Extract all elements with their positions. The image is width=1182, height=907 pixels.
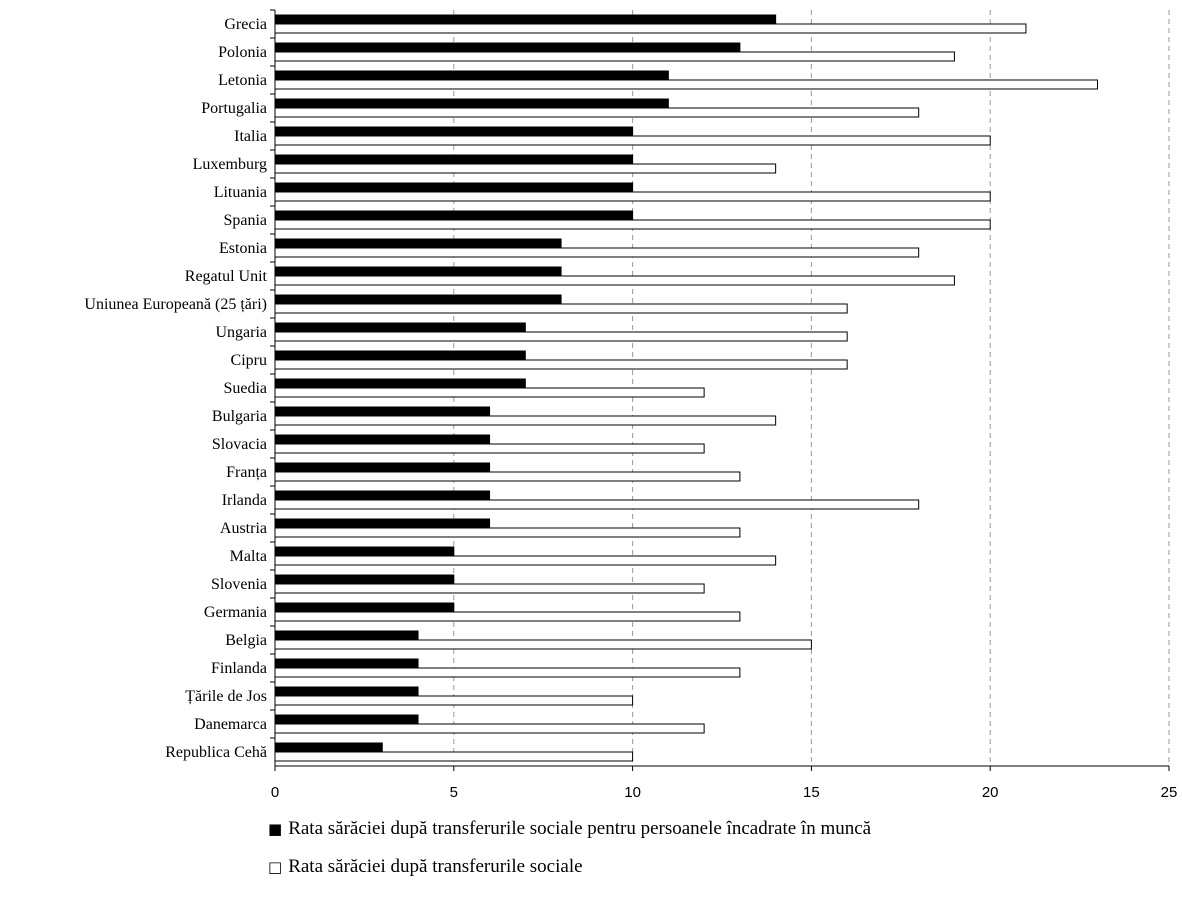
bar-total (274, 135, 991, 146)
bar-chart: Grecia Polonia Letonia Portugalia Italia Luxe… (84, 9, 1178, 801)
bar-total (274, 667, 741, 678)
legend-label-employed: Rata sărăciei după transferurile sociale… (288, 818, 872, 839)
bar-employed (274, 350, 526, 361)
category-label: Lituania (214, 184, 267, 201)
bar-employed (274, 518, 491, 529)
x-tick-label: 10 (624, 784, 641, 801)
bar-employed (274, 490, 491, 501)
bar-employed (274, 266, 562, 277)
bar-total (274, 191, 991, 202)
category-label: Italia (234, 128, 267, 145)
bar-employed (274, 574, 455, 585)
bar-total (274, 275, 955, 286)
bar-employed (274, 546, 455, 557)
bar-employed (274, 434, 491, 445)
bar-employed (274, 742, 383, 753)
category-label: Luxemburg (193, 156, 267, 173)
bar-employed (274, 406, 491, 417)
bar-employed (274, 98, 669, 109)
bar-total (274, 415, 777, 426)
bar-employed (274, 462, 491, 473)
legend-item-employed: ■ Rata sărăciei după transferurile social… (268, 818, 871, 840)
category-label: Danemarca (194, 716, 267, 733)
bar-total (274, 303, 848, 314)
category-label: Grecia (224, 16, 267, 33)
bar-total (274, 499, 920, 510)
bar-total (274, 695, 634, 706)
bar-total (274, 247, 920, 258)
category-label: Țările de Jos (185, 688, 267, 705)
category-label: Republica Cehă (165, 744, 267, 761)
x-tick-label: 5 (450, 784, 458, 801)
bar-employed (274, 630, 419, 641)
legend-swatch-white: □ (268, 858, 283, 876)
bar-total (274, 79, 1098, 90)
bar-total (274, 555, 777, 566)
bar-total (274, 387, 705, 398)
category-label: Suedia (223, 380, 267, 397)
bar-employed (274, 322, 526, 333)
category-label: Franța (226, 464, 267, 481)
category-label: Portugalia (201, 100, 267, 117)
bar-employed (274, 714, 419, 725)
category-label: Polonia (218, 44, 267, 61)
bar-employed (274, 210, 634, 221)
x-tick-label: 25 (1161, 784, 1178, 801)
category-label: Irlanda (222, 492, 267, 509)
category-labels: Grecia Polonia Letonia Portugalia Italia Luxe… (84, 16, 267, 761)
bar-total (274, 23, 1027, 34)
bar-employed (274, 238, 562, 249)
category-label: Spania (223, 212, 267, 229)
category-label: Bulgaria (212, 408, 267, 425)
category-label: Letonia (218, 72, 267, 89)
axes (270, 9, 1170, 771)
x-tick-label: 0 (271, 784, 279, 801)
bars (274, 14, 1098, 762)
bar-total (274, 443, 705, 454)
category-label: Slovenia (211, 576, 267, 593)
bar-employed (274, 378, 526, 389)
bar-total (274, 219, 991, 230)
bar-employed (274, 126, 634, 137)
category-label: Austria (220, 520, 267, 537)
bar-employed (274, 182, 634, 193)
bar-employed (274, 70, 669, 81)
category-label: Regatul Unit (185, 268, 268, 285)
category-label: Estonia (219, 240, 267, 257)
bar-total (274, 107, 920, 118)
legend-swatch-black: ■ (268, 820, 283, 838)
bar-employed (274, 602, 455, 613)
bar-total (274, 51, 955, 62)
bar-employed (274, 154, 634, 165)
bar-total (274, 723, 705, 734)
bar-total (274, 163, 777, 174)
category-label: Finlanda (211, 660, 267, 677)
bar-total (274, 359, 848, 370)
bar-total (274, 639, 812, 650)
bar-total (274, 751, 634, 762)
category-label: Slovacia (212, 436, 267, 453)
category-label: Ungaria (215, 324, 267, 341)
bar-employed (274, 658, 419, 669)
bar-total (274, 331, 848, 342)
category-label: Malta (230, 548, 267, 565)
x-tick-label: 20 (982, 784, 999, 801)
bar-total (274, 583, 705, 594)
category-label: Uniunea Europeană (25 țări) (84, 296, 267, 313)
category-label: Belgia (225, 632, 267, 649)
x-tick-label: 15 (803, 784, 820, 801)
bar-total (274, 527, 741, 538)
category-label: Cipru (231, 352, 267, 369)
bar-employed (274, 14, 777, 25)
bar-total (274, 471, 741, 482)
legend-label-total: Rata sărăciei după transferurile sociale (288, 856, 583, 877)
category-label: Germania (204, 604, 267, 621)
bar-total (274, 611, 741, 622)
x-tick-labels: 0 5 10 15 20 25 (271, 784, 1178, 801)
bar-employed (274, 294, 562, 305)
legend-item-total: □ Rata sărăciei după transferurile social… (268, 856, 583, 878)
bar-employed (274, 42, 741, 53)
bar-employed (274, 686, 419, 697)
